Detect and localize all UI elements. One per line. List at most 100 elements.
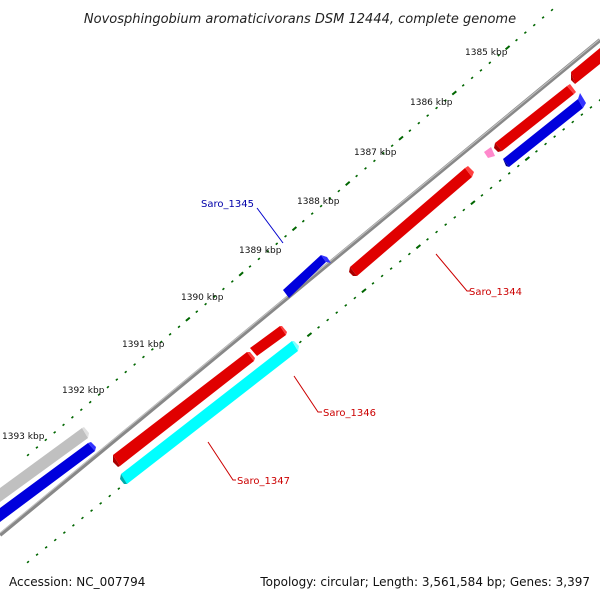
- minor-tick: [230, 280, 234, 283]
- gene-other-grey[interactable]: [0, 427, 89, 502]
- minor-tick: [115, 378, 119, 381]
- minor-tick: [344, 303, 348, 307]
- gene-arrow-forward[interactable]: [113, 352, 255, 467]
- tick-label: 1389 kbp: [239, 246, 282, 256]
- gene-saro-1344[interactable]: [349, 166, 474, 276]
- minor-tick: [364, 167, 367, 170]
- minor-tick: [523, 31, 527, 35]
- minor-tick: [221, 287, 225, 291]
- minor-tick: [488, 61, 492, 65]
- minor-tick: [515, 38, 518, 42]
- minor-tick: [598, 98, 600, 102]
- minor-tick: [310, 212, 314, 216]
- map-title: Novosphingobium aromaticivorans DSM 1244…: [84, 12, 516, 27]
- minor-tick: [301, 219, 305, 223]
- minor-tick: [70, 415, 74, 419]
- gene-saro-1345[interactable]: [283, 255, 331, 298]
- inner-tick-ring: [26, 98, 600, 564]
- minor-tick: [168, 332, 172, 336]
- minor-tick: [435, 106, 438, 110]
- minor-tick: [80, 516, 84, 520]
- gene-arrow-forward[interactable]: [571, 48, 600, 84]
- minor-tick: [284, 234, 287, 238]
- minor-tick: [589, 105, 593, 109]
- minor-tick: [266, 249, 270, 253]
- minor-tick: [124, 370, 128, 374]
- accession-label: Accession: NC_007794: [9, 575, 146, 589]
- minor-tick: [353, 296, 357, 300]
- gene-arrow-reverse[interactable]: [0, 442, 96, 522]
- gene-saro-1347[interactable]: [120, 341, 299, 484]
- tick-label: 1387 kbp: [354, 148, 397, 158]
- leader-lines: [207, 207, 470, 481]
- minor-tick: [398, 259, 402, 263]
- minor-tick: [408, 129, 412, 133]
- major-tick: [291, 226, 298, 232]
- minor-tick: [79, 408, 83, 412]
- minor-tick: [106, 385, 110, 389]
- minor-tick: [389, 267, 393, 271]
- backbone-line: [0, 38, 600, 537]
- minor-tick: [480, 193, 484, 197]
- minor-tick: [159, 340, 163, 344]
- minor-tick: [497, 53, 501, 57]
- minor-tick: [99, 501, 103, 505]
- minor-tick: [117, 487, 121, 491]
- minor-tick: [355, 174, 359, 178]
- minor-tick: [328, 197, 332, 200]
- major-tick: [415, 244, 422, 250]
- minor-tick: [426, 114, 430, 118]
- minor-tick: [298, 340, 302, 344]
- minor-tick: [371, 281, 375, 285]
- gene-label-saro-1347: Saro_1347: [237, 476, 290, 487]
- minor-tick: [97, 393, 101, 397]
- minor-tick: [372, 159, 376, 163]
- major-tick: [504, 45, 511, 51]
- tick-label: 1392 kbp: [62, 386, 105, 396]
- minor-tick: [88, 400, 92, 404]
- gene-saro-1346[interactable]: [250, 326, 287, 356]
- minor-tick: [498, 179, 502, 183]
- gene-arrow-forward[interactable]: [494, 84, 576, 152]
- minor-tick: [26, 453, 30, 457]
- minor-tick: [44, 545, 48, 549]
- minor-tick: [319, 204, 323, 208]
- tick-label: 1391 kbp: [122, 340, 165, 350]
- major-tick: [345, 181, 351, 186]
- minor-tick: [426, 237, 429, 241]
- major-tick: [306, 332, 313, 338]
- gene-label-saro-1346: Saro_1346: [323, 408, 376, 419]
- major-tick: [185, 316, 191, 322]
- minor-tick: [177, 325, 181, 329]
- major-tick: [238, 271, 244, 277]
- minor-tick: [535, 149, 538, 153]
- minor-tick: [62, 531, 66, 535]
- minor-tick: [150, 347, 154, 351]
- minor-tick: [489, 186, 493, 190]
- minor-tick: [562, 127, 566, 131]
- minor-tick: [326, 318, 330, 322]
- minor-tick: [335, 311, 339, 315]
- minor-tick: [507, 171, 511, 175]
- minor-tick: [443, 99, 447, 102]
- gene-small-pink[interactable]: [484, 147, 495, 158]
- minor-tick: [417, 121, 421, 125]
- gene-label-saro-1344: Saro_1344: [469, 287, 522, 298]
- minor-tick: [580, 113, 584, 117]
- minor-tick: [133, 363, 137, 366]
- minor-tick: [470, 76, 474, 80]
- minor-tick: [317, 325, 320, 329]
- gene-arrow-reverse[interactable]: [503, 93, 586, 167]
- minor-tick: [381, 151, 385, 155]
- major-tick: [361, 288, 367, 294]
- tick-label: 1385 kbp: [465, 48, 508, 58]
- minor-tick: [195, 310, 199, 314]
- minor-tick: [461, 84, 465, 87]
- genome-stats: Topology: circular; Length: 3,561,584 bp…: [260, 575, 590, 589]
- tick-label: 1390 kbp: [181, 293, 224, 303]
- minor-tick: [571, 120, 575, 124]
- minor-tick: [213, 295, 216, 298]
- gene-labels: Saro_1345 Saro_1344 Saro_1346 Saro_1347: [201, 199, 522, 487]
